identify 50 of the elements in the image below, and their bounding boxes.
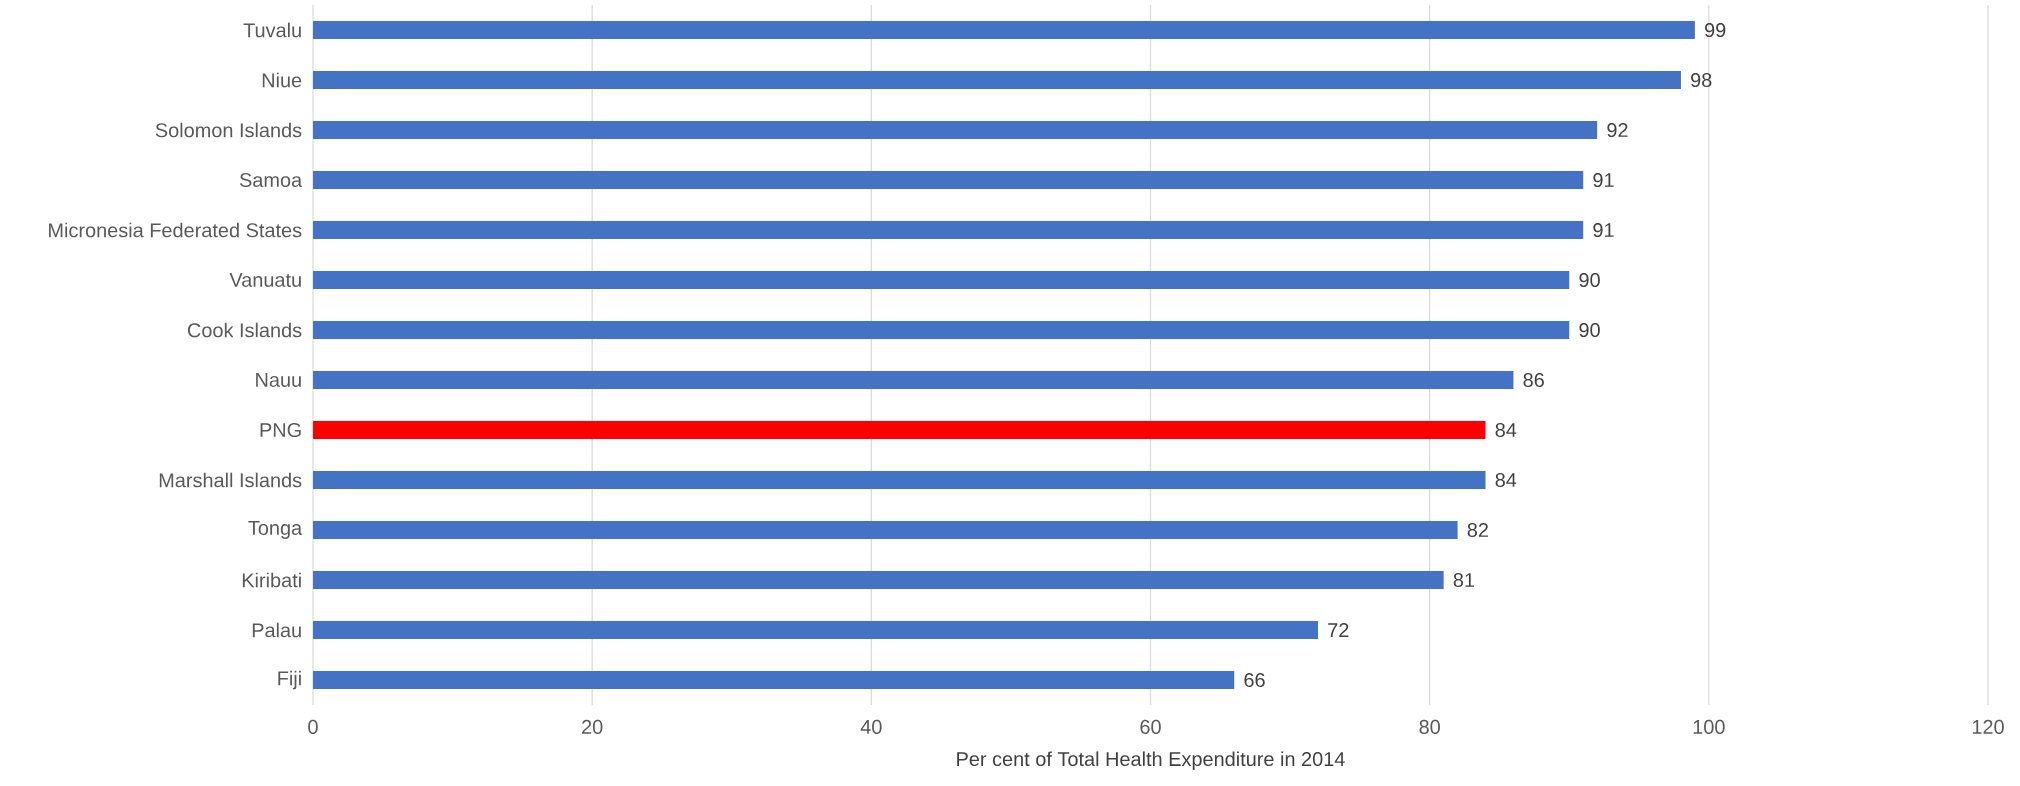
y-tick-label: Vanuatu: [229, 273, 301, 287]
y-tick-label: Fiji: [278, 670, 301, 690]
bar: [313, 371, 1514, 390]
data-label: 84: [1495, 472, 1517, 488]
data-label: 90: [1579, 272, 1600, 288]
x-tick-label: 20: [582, 719, 603, 734]
data-label: 82: [1467, 522, 1488, 538]
x-tick-label: 80: [1419, 719, 1440, 734]
x-tick-label: 40: [860, 719, 882, 734]
y-tick-label: Nauu: [256, 373, 301, 387]
data-label: 92: [1607, 122, 1628, 138]
y-tick-label: Tonga: [248, 521, 303, 539]
x-axis-title: Per cent of Total Health Expenditure in 2014: [957, 751, 1345, 771]
y-tick-label: Tuvalu: [243, 22, 301, 38]
data-label: 91: [1593, 222, 1614, 238]
y-tick-label: Kiribati: [242, 572, 301, 588]
bar: [313, 21, 1695, 39]
bar: [313, 571, 1444, 590]
y-tick-label: Samoa: [239, 172, 303, 188]
x-tick-label: 60: [1140, 719, 1161, 734]
y-tick-label: Solomon Islands: [155, 122, 302, 138]
data-label: 81: [1453, 572, 1475, 588]
bar: [313, 621, 1319, 640]
y-tick-label: Marshall Islands: [159, 472, 302, 488]
bar: [313, 671, 1235, 690]
data-label: 91: [1593, 172, 1614, 188]
data-label: 99: [1705, 22, 1726, 38]
bar: [313, 121, 1598, 139]
x-tick-label: 120: [1972, 719, 2004, 734]
bar: [313, 71, 1681, 89]
y-tick-label: Micronesia Federated States: [49, 222, 302, 238]
y-tick-label: PNG: [260, 422, 301, 438]
bar: [313, 171, 1584, 189]
data-label: 90: [1579, 322, 1600, 338]
data-label: 98: [1691, 72, 1712, 88]
bar: [313, 221, 1584, 239]
y-tick-label: Palau: [252, 622, 301, 638]
y-tick-label: Cook Islands: [187, 322, 302, 338]
data-label: 86: [1523, 372, 1544, 388]
data-label: 84: [1495, 422, 1517, 438]
x-tick-label: 100: [1693, 719, 1725, 734]
bar: [313, 421, 1486, 440]
bar: [313, 521, 1458, 540]
y-tick-label: Niue: [262, 72, 302, 88]
bar: [313, 321, 1570, 340]
data-label: 66: [1244, 672, 1265, 688]
bar: [313, 271, 1570, 290]
bar: [313, 471, 1486, 490]
data-label: 72: [1328, 623, 1349, 637]
x-tick-label: 0: [308, 719, 318, 734]
